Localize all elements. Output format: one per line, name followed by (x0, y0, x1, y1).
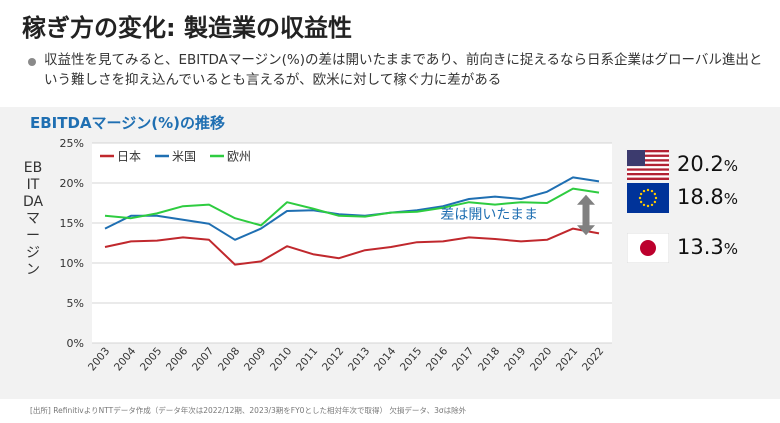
x-tick-label: 2007 (190, 345, 216, 373)
plot-area (92, 143, 612, 343)
x-tick-label: 2019 (502, 345, 528, 373)
legend-label: 欧州 (227, 150, 251, 164)
page-title: 稼ぎ方の変化: 製造業の収益性 (22, 14, 352, 42)
x-tick-label: 2022 (580, 345, 606, 373)
eu-margin-value: 18.8% (677, 185, 739, 209)
x-tick-label: 2014 (372, 345, 399, 373)
series-line-米国 (104, 176, 600, 241)
y-tick-label: 25% (60, 137, 84, 150)
x-tick-label: 2006 (164, 345, 191, 373)
source-footnote: [出所] RefinitivよりNTTデータ作成（データ年次は2022/12期、… (30, 406, 467, 415)
x-tick-label: 2012 (320, 345, 346, 373)
x-tick-label: 2016 (424, 345, 451, 373)
y-tick-label: 20% (60, 177, 84, 190)
y-axis-label: EBITDAマージン (22, 160, 44, 278)
jp-flag-icon (627, 233, 669, 263)
y-tick-label: 0% (67, 337, 84, 350)
gap-arrow-head-down (577, 225, 595, 236)
x-tick-label: 2003 (86, 345, 112, 373)
legend-label: 米国 (172, 150, 196, 164)
eu-flag-icon (627, 183, 669, 213)
chart-title: EBITDAマージン(%)の推移 (30, 114, 225, 132)
us-margin-value: 20.2% (677, 152, 739, 176)
bullet-text: 収益性を見てみると、EBITDAマージン(%)の差は開いたままであり、前向きに捉… (44, 52, 763, 88)
x-tick-label: 2018 (476, 345, 502, 373)
gap-arrow-head-up (577, 194, 595, 205)
x-tick-label: 2017 (450, 345, 476, 373)
x-tick-label: 2005 (138, 345, 164, 373)
x-tick-label: 2021 (554, 345, 580, 373)
jp-margin-value: 13.3% (677, 235, 739, 259)
x-tick-label: 2004 (112, 345, 139, 373)
y-tick-label: 10% (60, 257, 84, 270)
annotation-text: 差は開いたまま (440, 207, 538, 223)
series-line-日本 (104, 227, 600, 266)
x-tick-label: 2010 (268, 345, 294, 373)
x-tick-label: 2013 (346, 345, 372, 373)
y-tick-label: 5% (67, 297, 84, 310)
x-tick-label: 2009 (242, 345, 268, 373)
bullet-dot (28, 58, 36, 66)
legend-label: 日本 (117, 150, 141, 164)
x-tick-label: 2011 (294, 345, 320, 373)
series-line-欧州 (104, 187, 600, 227)
x-tick-label: 2015 (398, 345, 424, 373)
y-tick-label: 15% (60, 217, 84, 230)
x-tick-label: 2020 (528, 345, 554, 373)
x-tick-label: 2008 (216, 345, 242, 373)
us-flag-icon (627, 150, 669, 180)
